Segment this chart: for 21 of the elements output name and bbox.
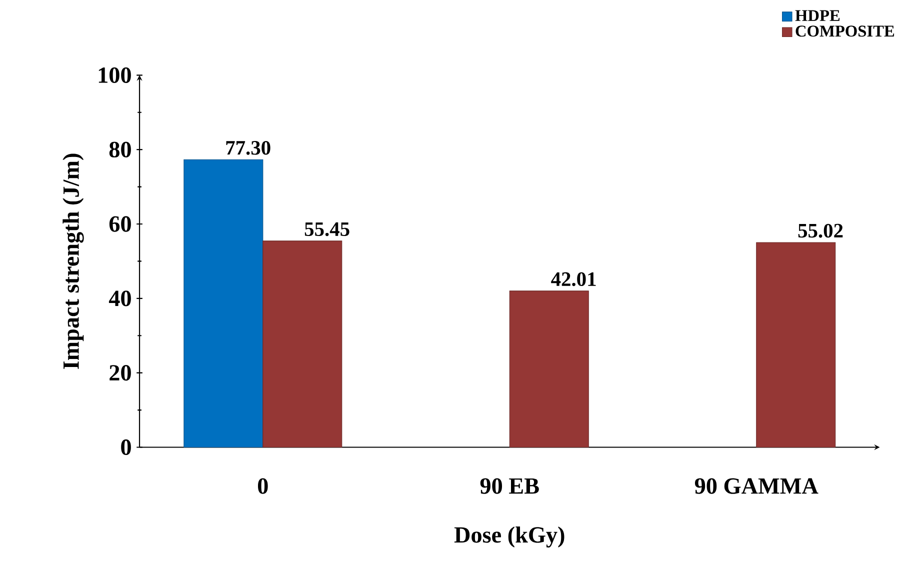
x-tick-label: 0 bbox=[258, 478, 268, 494]
y-tick-label: 40 bbox=[108, 290, 131, 306]
bar bbox=[262, 240, 342, 448]
legend-label: HDPE bbox=[795, 10, 840, 21]
data-label: 55.02 bbox=[798, 224, 843, 238]
data-label: 55.45 bbox=[304, 222, 350, 236]
bar bbox=[509, 290, 589, 448]
y-tick-label: 20 bbox=[110, 364, 131, 380]
bar bbox=[756, 242, 836, 448]
y-tick-label: 0 bbox=[121, 439, 131, 455]
bar bbox=[184, 159, 264, 448]
y-axis-title: Impact strength (J/m) bbox=[62, 154, 84, 369]
x-tick-label: 90 GAMMA bbox=[694, 478, 818, 494]
x-tick-label: 90 EB bbox=[480, 478, 539, 494]
y-tick-label: 60 bbox=[109, 216, 131, 232]
x-axis-title: Dose (kGy) bbox=[454, 526, 564, 548]
data-label: 42.01 bbox=[551, 272, 596, 286]
y-tick-label: 100 bbox=[98, 67, 131, 83]
data-label: 77.30 bbox=[226, 140, 270, 155]
y-tick-label: 80 bbox=[109, 142, 131, 158]
legend-label: COMPOSITE bbox=[796, 25, 894, 36]
